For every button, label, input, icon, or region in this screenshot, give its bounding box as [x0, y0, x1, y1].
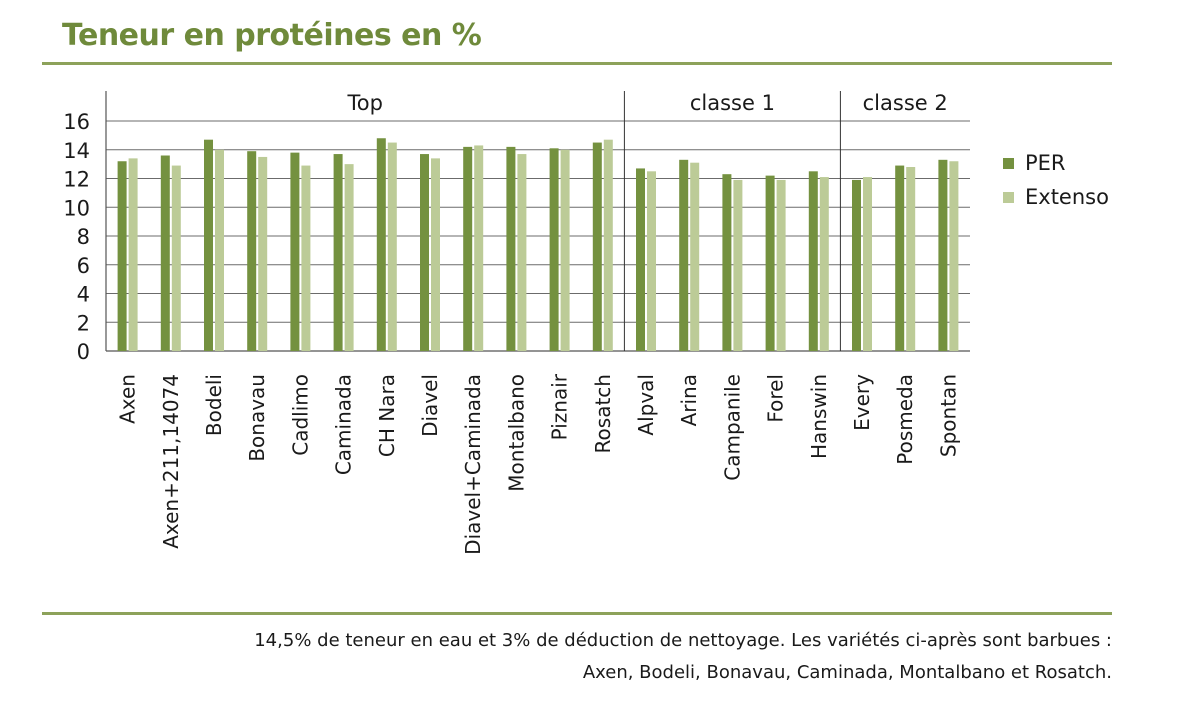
bar-per: [376, 138, 386, 351]
legend-item-extenso: Extenso: [1003, 180, 1109, 214]
legend-label-per: PER: [1025, 151, 1066, 175]
bar-per: [117, 161, 127, 351]
bar-extenso: [863, 177, 872, 351]
chart-legend: PER Extenso: [1003, 146, 1109, 214]
bar-per: [895, 165, 905, 351]
bar-per: [506, 146, 516, 351]
x-category-label: Montalbano: [504, 374, 528, 492]
x-category-label: Axen+211,14074: [159, 374, 183, 549]
bar-extenso: [344, 164, 354, 351]
bar-extenso: [690, 162, 700, 351]
bar-extenso: [603, 139, 613, 351]
x-category-label: Arina: [677, 374, 701, 426]
y-tick-label: 10: [63, 196, 90, 220]
x-category-label: Caminada: [332, 374, 356, 475]
bar-per: [204, 139, 213, 351]
bar-extenso: [171, 165, 181, 351]
y-tick-label: 6: [77, 254, 90, 278]
bar-per: [808, 171, 818, 351]
bar-extenso: [387, 142, 397, 351]
x-category-label: Bonavau: [245, 374, 269, 462]
bar-per: [679, 159, 689, 351]
y-tick-label: 4: [77, 283, 90, 307]
bar-extenso: [819, 177, 829, 351]
x-category-label: Cadlimo: [288, 374, 312, 456]
x-category-label: Posmeda: [893, 374, 917, 465]
x-category-label: Campanile: [720, 374, 744, 481]
protein-bar-chart: 0 2 4 6 8 10 12 14 16 Top classe 1 classe 2 Axen Axen…: [63, 91, 970, 555]
bar-extenso: [258, 156, 268, 351]
x-category-label: Hanswin: [807, 374, 831, 459]
y-tick-label: 16: [63, 110, 90, 134]
y-tick-label: 14: [63, 139, 90, 163]
x-category-label: Forel: [764, 374, 788, 423]
bottom-rule: [42, 612, 1112, 615]
footnote-line-2: Axen, Bodeli, Bonavau, Caminada, Montalb…: [582, 662, 1112, 683]
y-tick-label: 2: [77, 311, 90, 335]
bar-per: [722, 174, 732, 351]
bar-per: [333, 154, 343, 351]
top-rule: [42, 62, 1112, 65]
x-category-label: Axen: [116, 374, 140, 424]
bar-per: [420, 154, 429, 351]
y-tick-label: 0: [77, 340, 90, 364]
bar-extenso: [301, 165, 311, 351]
page-title: Teneur en protéines en %: [62, 18, 482, 53]
x-category-label: Spontan: [936, 374, 960, 457]
bar-extenso: [906, 167, 916, 351]
group-header-label: classe 1: [690, 91, 775, 115]
bar-per: [290, 152, 300, 351]
bar-extenso: [560, 149, 570, 351]
bar-extenso: [128, 158, 138, 351]
group-header-label: Top: [346, 91, 382, 115]
x-category-label: Bodeli: [202, 374, 226, 436]
bar-extenso: [733, 179, 743, 351]
legend-label-extenso: Extenso: [1025, 185, 1109, 209]
footnote-line-1: 14,5% de teneur en eau et 3% de déductio…: [254, 630, 1112, 651]
x-category-label: Rosatch: [591, 374, 615, 453]
bar-per: [765, 175, 775, 351]
bar-per: [463, 146, 473, 351]
bar-per: [938, 159, 948, 351]
bar-per: [592, 142, 602, 351]
bar-extenso: [949, 161, 959, 351]
bar-extenso: [215, 149, 224, 351]
legend-swatch-per: [1003, 157, 1014, 169]
group-header-label: classe 2: [863, 91, 948, 115]
legend-swatch-extenso: [1003, 191, 1014, 203]
bar-per: [636, 168, 645, 351]
bar-extenso: [517, 154, 527, 351]
bar-per: [549, 148, 559, 351]
bar-per: [247, 151, 257, 351]
bar-per: [852, 179, 861, 351]
bar-extenso: [474, 145, 484, 351]
x-category-label: Alpval: [634, 374, 658, 436]
x-category-label: Diavel+Caminada: [461, 374, 485, 555]
y-tick-label: 8: [77, 225, 90, 249]
x-category-label: Every: [850, 374, 874, 431]
x-category-label: Diavel: [418, 374, 442, 437]
x-category-label: CH Nara: [375, 374, 399, 457]
x-category-label: Piznair: [548, 373, 572, 440]
bar-extenso: [431, 158, 440, 351]
bar-extenso: [776, 179, 786, 351]
legend-item-per: PER: [1003, 146, 1109, 180]
bar-extenso: [647, 171, 656, 351]
y-tick-label: 12: [63, 168, 90, 192]
bar-per: [160, 155, 170, 351]
